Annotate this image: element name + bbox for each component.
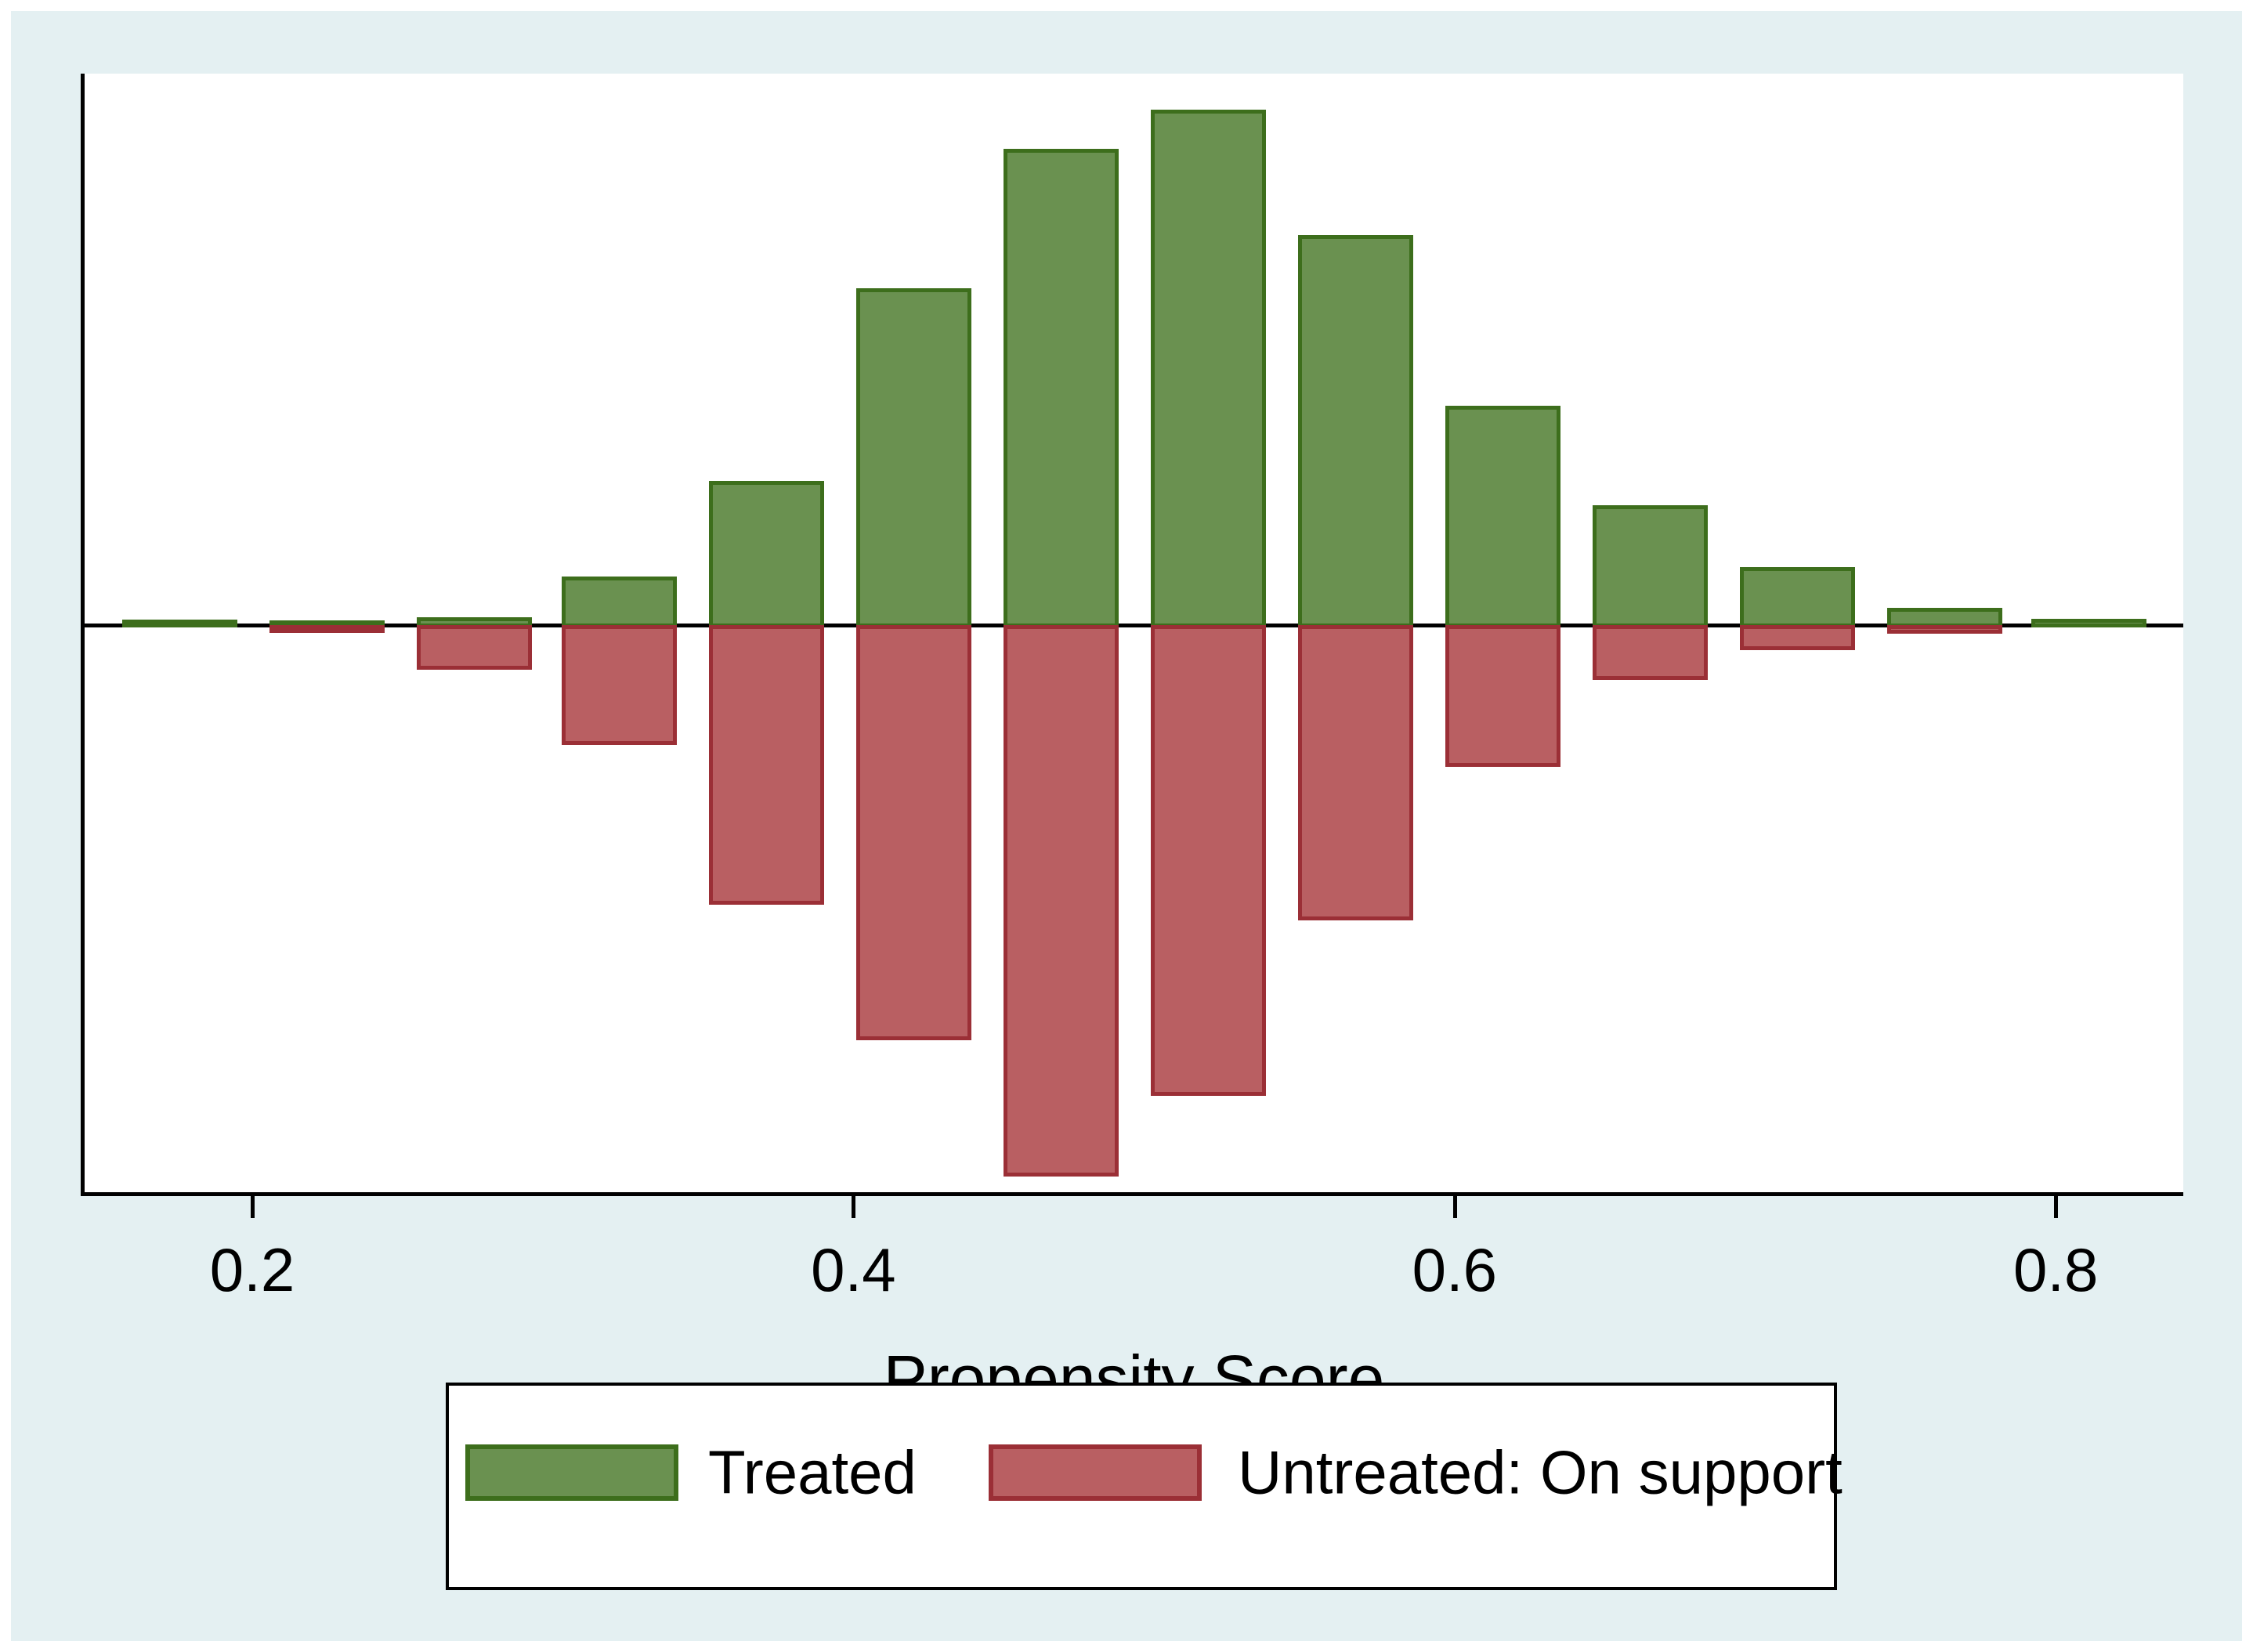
legend-label-untreated: Untreated: On support — [1238, 1437, 1843, 1507]
untreated-bar — [269, 625, 385, 633]
untreated-bar — [417, 625, 533, 670]
treated-bar — [1150, 110, 1266, 627]
zero-baseline — [85, 624, 2183, 627]
x-tick-mark — [251, 1196, 255, 1218]
legend-swatch-untreated — [989, 1444, 1202, 1501]
x-tick-mark — [852, 1196, 856, 1218]
untreated-bar — [561, 625, 677, 745]
untreated-bar — [1297, 625, 1413, 920]
treated-bar — [561, 577, 677, 627]
x-tick-label: 0.6 — [1412, 1235, 1498, 1304]
treated-bar — [122, 620, 238, 627]
x-tick-label: 0.8 — [2013, 1235, 2099, 1304]
x-axis-line — [81, 1192, 2183, 1196]
y-axis-line — [81, 74, 85, 1196]
untreated-bar — [1150, 625, 1266, 1096]
plot-area — [85, 74, 2183, 1192]
legend-swatch-treated — [465, 1444, 678, 1501]
treated-bar — [2031, 619, 2146, 627]
treated-bar — [1592, 505, 1708, 627]
untreated-bar — [855, 625, 971, 1040]
x-tick-mark — [1452, 1196, 1457, 1218]
x-tick-mark — [2054, 1196, 2059, 1218]
x-tick-label: 0.4 — [811, 1235, 896, 1304]
treated-bar — [1739, 567, 1855, 627]
graph-canvas: 0.2 0.4 0.6 0.8 Propensity Score Treated Un… — [11, 11, 2242, 1641]
treated-bar — [708, 481, 824, 627]
untreated-bar — [1886, 625, 2002, 634]
untreated-bar — [1739, 625, 1855, 650]
untreated-bar — [708, 625, 824, 905]
untreated-bar — [1592, 625, 1708, 680]
untreated-bar — [1003, 625, 1119, 1177]
untreated-bar — [1445, 625, 1560, 767]
treated-bar — [1445, 406, 1560, 627]
legend-label-treated: Treated — [708, 1437, 917, 1507]
treated-bar — [855, 288, 971, 627]
legend-box: Treated Untreated: On support — [446, 1383, 1843, 1590]
treated-bar — [1297, 235, 1413, 627]
x-tick-label: 0.2 — [209, 1235, 295, 1304]
treated-bar — [1003, 149, 1119, 627]
